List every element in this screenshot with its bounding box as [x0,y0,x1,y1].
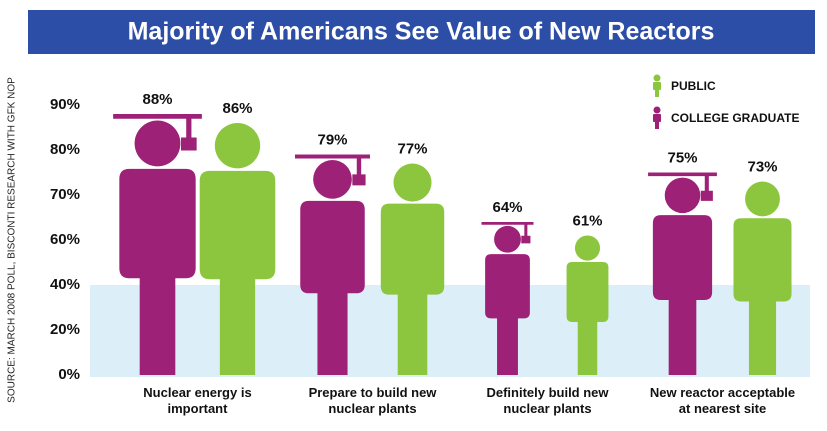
data-label: 88% [142,91,172,108]
chart: Majority of Americans See Value of New R… [0,0,827,431]
legend-label: PUBLIC [671,79,716,93]
data-label: 61% [572,212,602,229]
x-tick-label: Definitely build new nuclear plants [468,385,628,417]
source-note: SOURCE: MARCH 2008 POLL, BISCONTI RESEAR… [7,77,18,403]
y-tick-label: 20% [50,321,80,338]
data-label: 64% [492,199,522,216]
x-tick-label: Prepare to build new nuclear plants [293,385,453,417]
data-label: 73% [747,158,777,175]
x-tick-label: Nuclear energy is important [118,385,278,417]
data-label: 77% [397,140,427,157]
x-tick-label: New reactor acceptable at nearest site [643,385,803,417]
data-label: 86% [222,100,252,117]
legend-icon [653,75,661,98]
chart-title: Majority of Americans See Value of New R… [128,18,715,46]
data-label: 75% [667,149,697,166]
y-tick-label: 70% [50,186,80,203]
y-tick-label: 80% [50,141,80,158]
y-tick-label: 0% [58,366,80,383]
data-label: 79% [317,131,347,148]
y-tick-label: 40% [50,276,80,293]
legend-label: COLLEGE GRADUATE [671,111,799,125]
y-tick-label: 60% [50,231,80,248]
legend-icon [653,107,661,129]
y-tick-label: 90% [50,96,80,113]
page: Majority of Americans See Value of New R… [0,0,827,431]
